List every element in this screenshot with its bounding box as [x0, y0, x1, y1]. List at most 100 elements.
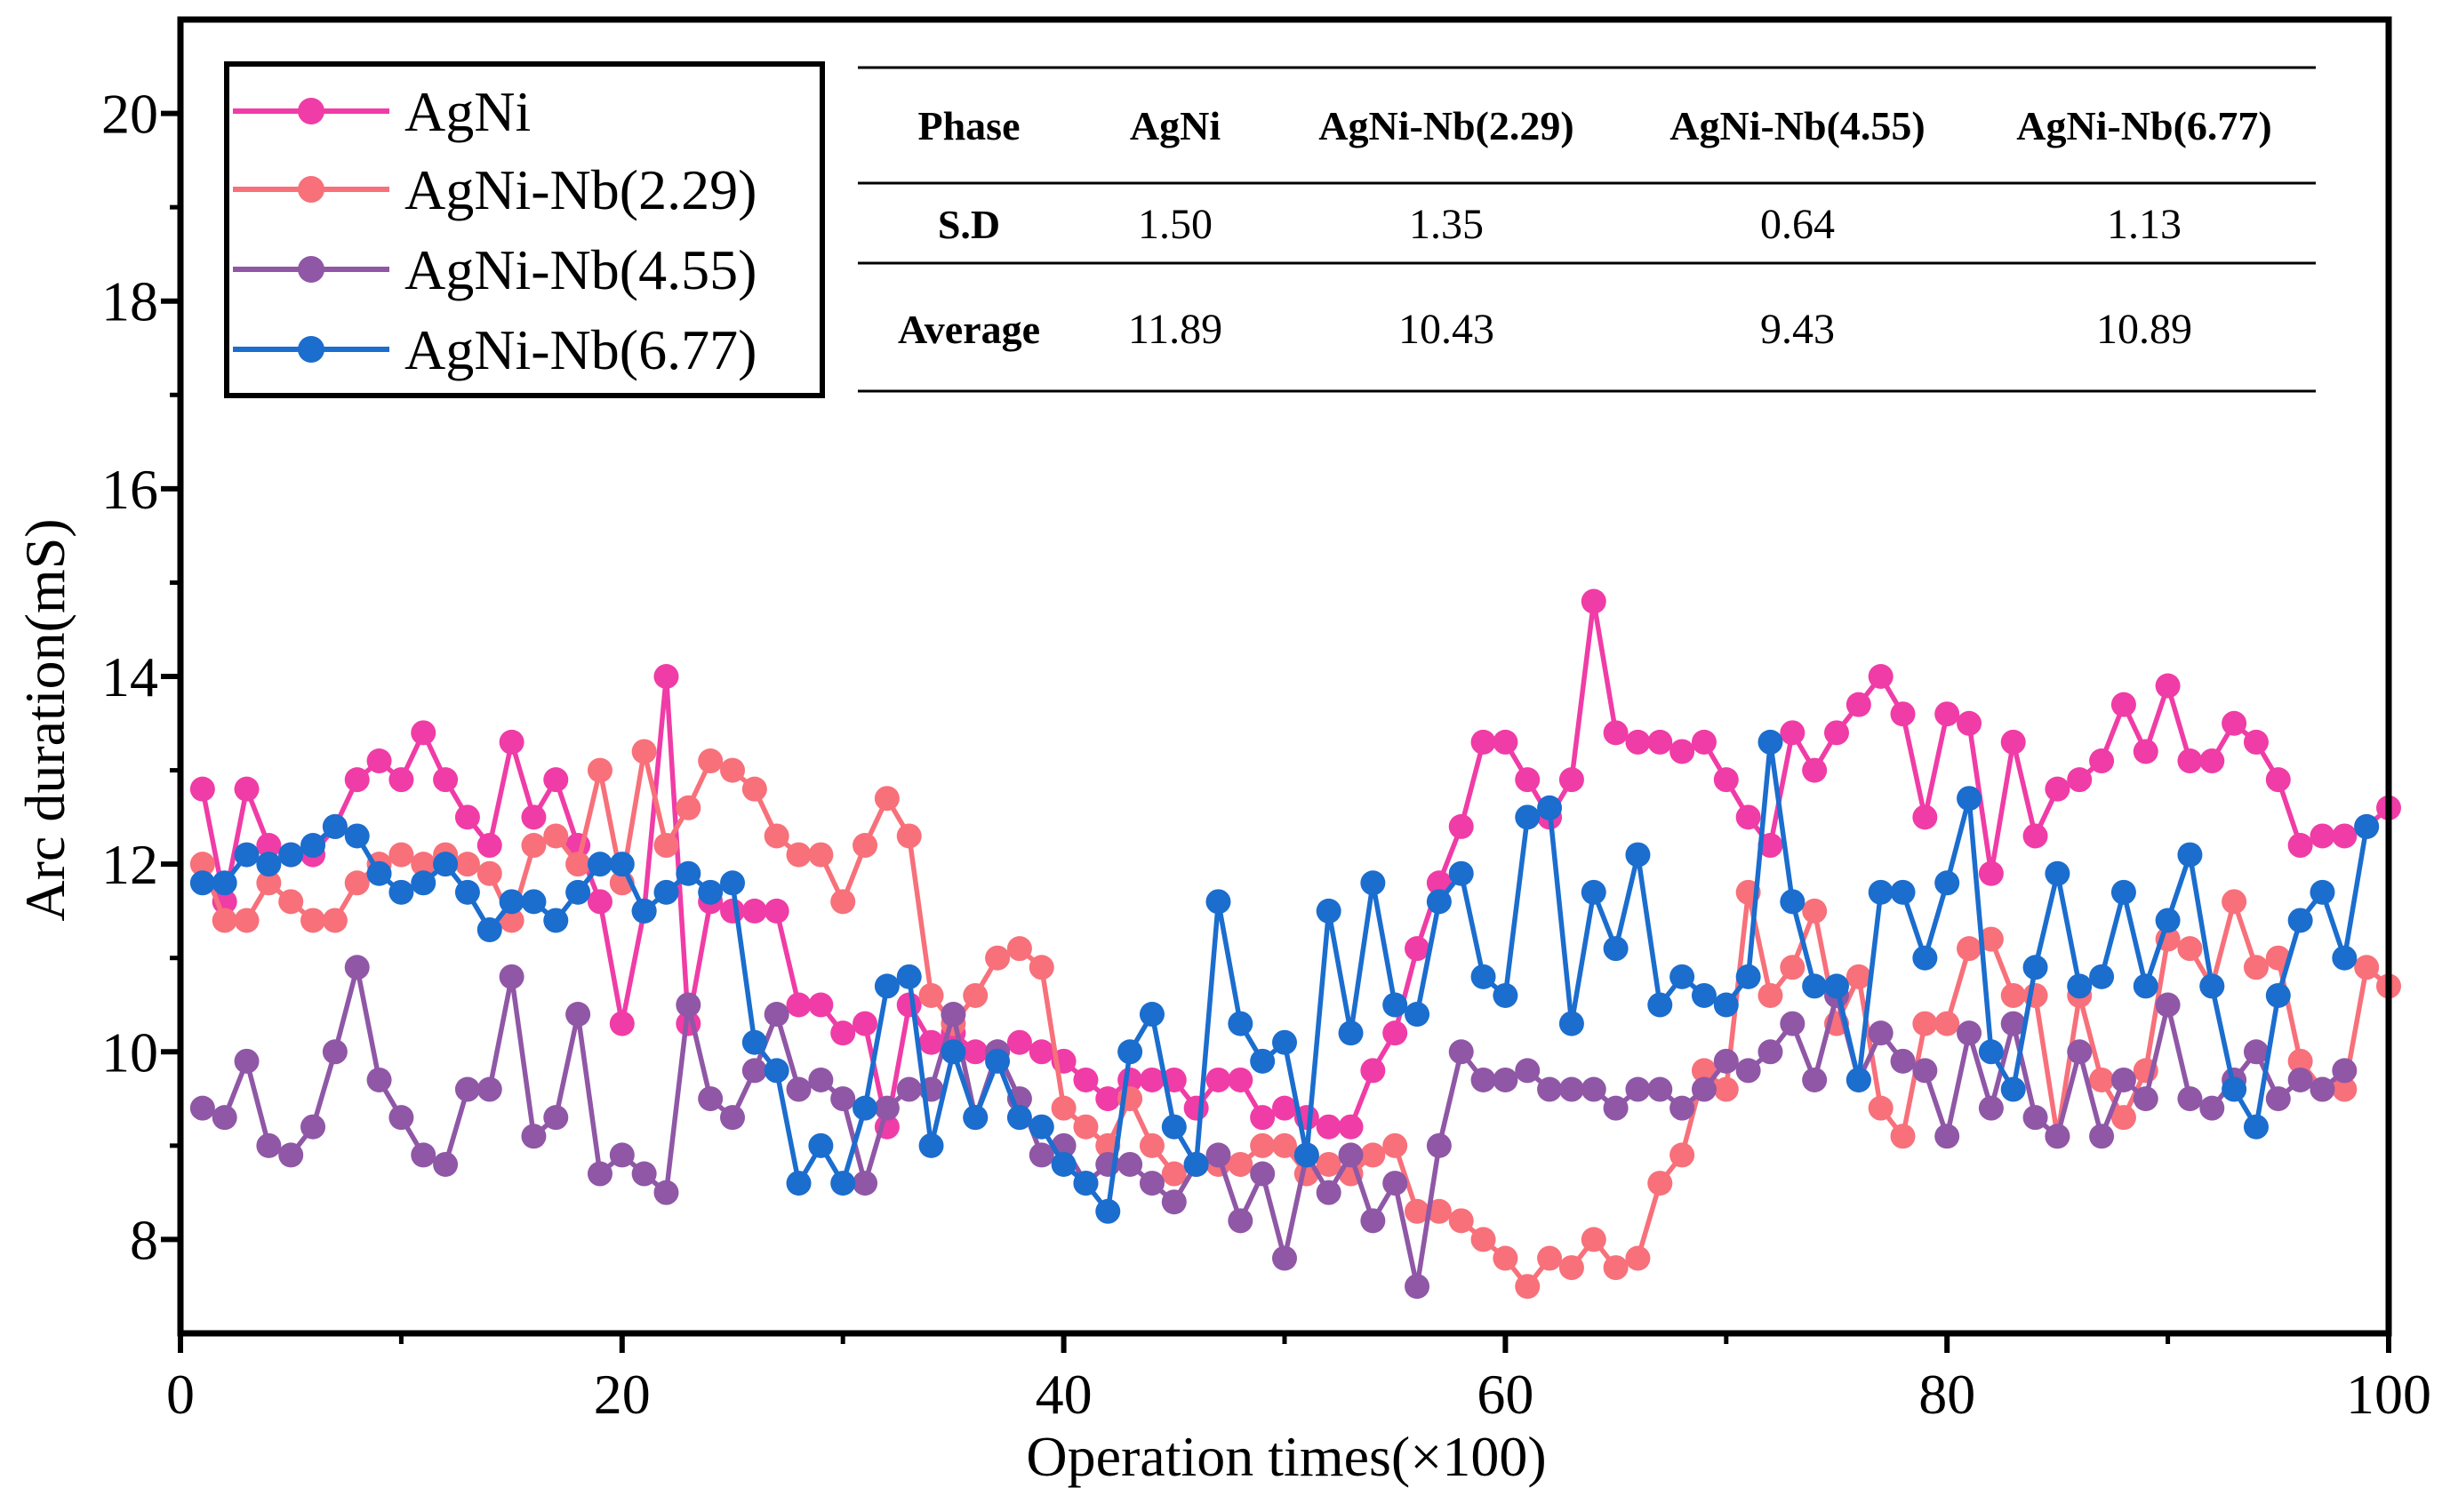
- legend-label-agni: AgNi: [404, 80, 531, 143]
- data-point-agni: [521, 804, 547, 830]
- data-point-agni-nb-6-77: [278, 842, 304, 868]
- data-point-agni-nb-4-55: [300, 1114, 326, 1140]
- data-point-agni: [543, 767, 569, 793]
- data-point-agni: [963, 1039, 989, 1065]
- data-point-agni-nb-2-29: [1515, 1274, 1541, 1300]
- y-tick-label: 20: [101, 83, 158, 146]
- data-point-agni-nb-2-29: [1669, 1142, 1695, 1168]
- data-point-agni-nb-2-29: [896, 823, 922, 849]
- data-point-agni-nb-2-29: [1316, 1151, 1341, 1177]
- data-point-agni: [2287, 833, 2313, 859]
- table-header-agni-nb-6-77: AgNi-Nb(6.77): [2016, 103, 2271, 148]
- data-point-agni-nb-6-77: [366, 860, 392, 886]
- data-point-agni-nb-6-77: [808, 1132, 834, 1158]
- data-point-agni-nb-2-29: [1448, 1208, 1474, 1234]
- data-point-agni: [808, 992, 834, 1018]
- data-point-agni: [741, 898, 767, 924]
- data-point-agni-nb-6-77: [499, 889, 524, 915]
- data-point-agni-nb-2-29: [1802, 898, 1828, 924]
- data-point-agni-nb-2-29: [2089, 1067, 2115, 1092]
- data-point-agni-nb-4-55: [2022, 1105, 2048, 1131]
- data-point-agni-nb-6-77: [2022, 955, 2048, 980]
- data-point-agni-nb-6-77: [2133, 973, 2158, 999]
- data-point-agni-nb-2-29: [256, 870, 282, 896]
- data-point-agni-nb-4-55: [2243, 1039, 2269, 1065]
- data-point-agni-nb-4-55: [1625, 1076, 1651, 1102]
- data-point-agni: [1735, 804, 1761, 830]
- data-point-agni: [2000, 729, 2026, 755]
- data-point-agni-nb-6-77: [653, 879, 679, 905]
- data-point-agni-nb-6-77: [1029, 1114, 1054, 1140]
- x-tick-label: 100: [2346, 1363, 2431, 1426]
- data-point-agni-nb-2-29: [1625, 1245, 1651, 1271]
- x-tick-label: 40: [1036, 1363, 1093, 1426]
- table-cell-average-agni: 11.89: [1128, 306, 1222, 353]
- data-point-agni: [2332, 823, 2358, 849]
- data-point-agni-nb-2-29: [1957, 936, 1982, 962]
- data-point-agni-nb-6-77: [1405, 1002, 1430, 1028]
- table-header-agni-nb-2-29: AgNi-Nb(2.29): [1318, 103, 1573, 148]
- data-point-agni-nb-4-55: [2155, 992, 2181, 1018]
- data-point-agni-nb-2-29: [741, 776, 767, 802]
- data-point-agni-nb-2-29: [2110, 1105, 2136, 1131]
- data-point-agni: [476, 833, 502, 859]
- data-point-agni-nb-6-77: [1824, 973, 1849, 999]
- series-agni-nb-6-77: [189, 729, 2380, 1224]
- data-point-agni: [1669, 739, 1695, 764]
- data-point-agni-nb-4-55: [322, 1039, 348, 1065]
- data-point-agni-nb-6-77: [1957, 786, 1982, 812]
- data-point-agni-nb-2-29: [587, 757, 612, 783]
- data-point-agni: [1360, 1058, 1386, 1084]
- data-point-agni-nb-2-29: [1360, 1142, 1386, 1168]
- data-point-agni-nb-2-29: [1978, 926, 2004, 952]
- data-point-agni: [2155, 673, 2181, 699]
- data-point-agni: [411, 720, 436, 746]
- data-point-agni-nb-4-55: [1802, 1067, 1828, 1092]
- data-point-agni-nb-6-77: [1338, 1020, 1364, 1046]
- data-point-agni-nb-6-77: [1868, 879, 1894, 905]
- data-point-agni-nb-2-29: [720, 757, 745, 783]
- data-point-agni-nb-6-77: [1073, 1171, 1099, 1196]
- data-point-agni-nb-4-55: [1470, 1067, 1496, 1092]
- data-point-agni: [1890, 701, 1916, 727]
- x-tick-label: 80: [1918, 1363, 1975, 1426]
- data-point-agni: [1029, 1039, 1054, 1065]
- data-point-agni-nb-2-29: [476, 860, 502, 886]
- data-point-agni: [1868, 664, 1894, 689]
- data-point-agni-nb-2-29: [808, 842, 834, 868]
- data-point-agni-nb-6-77: [631, 898, 657, 924]
- data-point-agni: [2067, 767, 2093, 793]
- data-point-agni-nb-6-77: [1272, 1029, 1297, 1055]
- data-point-agni-nb-4-55: [1250, 1161, 1276, 1187]
- data-point-agni-nb-4-55: [1139, 1171, 1165, 1196]
- data-point-agni-nb-4-55: [212, 1105, 237, 1131]
- table-header-agni: AgNi: [1130, 103, 1221, 148]
- data-point-agni-nb-4-55: [1316, 1180, 1341, 1205]
- data-point-agni: [454, 804, 480, 830]
- data-point-agni-nb-4-55: [1382, 1171, 1408, 1196]
- data-point-agni-nb-4-55: [2000, 1011, 2026, 1036]
- data-point-agni: [1073, 1067, 1099, 1092]
- data-point-agni: [2177, 748, 2203, 774]
- data-point-agni-nb-2-29: [1405, 1198, 1430, 1224]
- data-point-agni-nb-6-77: [1183, 1151, 1209, 1177]
- data-point-agni-nb-4-55: [1780, 1011, 1805, 1036]
- data-point-agni-nb-4-55: [808, 1067, 834, 1092]
- data-point-agni-nb-4-55: [1757, 1039, 1783, 1065]
- data-point-agni: [609, 1011, 635, 1036]
- data-point-agni: [1647, 729, 1673, 755]
- data-point-agni: [1934, 701, 1960, 727]
- data-point-agni-nb-2-29: [1051, 1095, 1077, 1121]
- data-point-agni-nb-6-77: [1757, 729, 1783, 755]
- data-point-agni: [1095, 1086, 1121, 1112]
- data-point-agni-nb-6-77: [1934, 870, 1960, 896]
- data-point-agni-nb-4-55: [720, 1105, 745, 1131]
- data-point-agni-nb-6-77: [1426, 889, 1452, 915]
- data-point-agni-nb-6-77: [1890, 879, 1916, 905]
- data-point-agni: [344, 767, 370, 793]
- data-point-agni-nb-6-77: [830, 1171, 856, 1196]
- data-point-agni-nb-6-77: [1117, 1039, 1143, 1065]
- data-point-agni: [918, 1029, 944, 1055]
- data-point-agni-nb-6-77: [322, 813, 348, 839]
- data-point-agni-nb-6-77: [2000, 1076, 2026, 1102]
